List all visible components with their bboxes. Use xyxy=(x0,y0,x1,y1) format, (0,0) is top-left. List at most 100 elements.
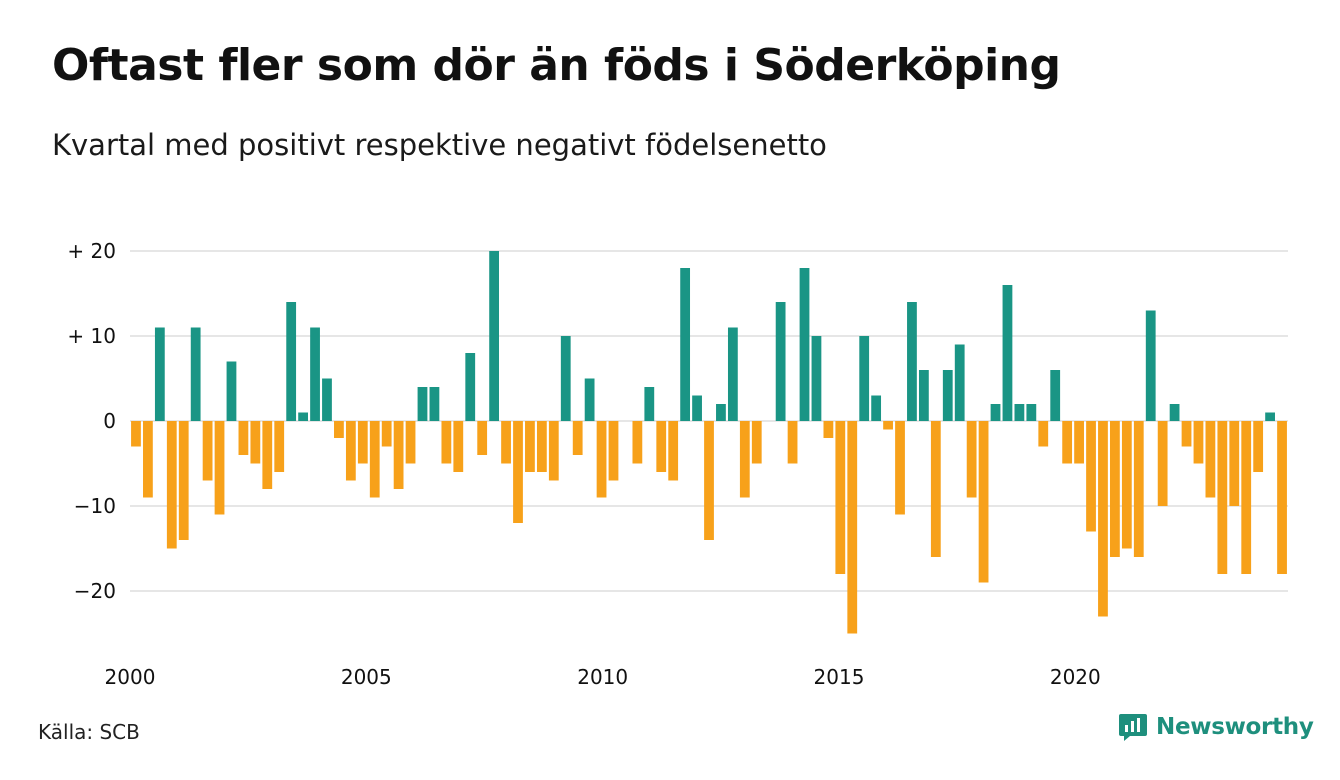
bar xyxy=(1002,285,1013,421)
bar xyxy=(1205,421,1216,498)
bar xyxy=(1277,421,1287,574)
bar xyxy=(692,395,702,421)
bar xyxy=(966,421,977,498)
bar xyxy=(990,404,1001,421)
bar xyxy=(656,421,667,472)
bar xyxy=(429,387,440,421)
brand-name: Newsworthy xyxy=(1156,714,1314,740)
bar xyxy=(465,353,476,421)
bars xyxy=(131,251,1287,634)
bar xyxy=(739,421,750,498)
bar xyxy=(441,421,452,464)
bar xyxy=(166,421,177,549)
bar xyxy=(1014,404,1025,421)
bar xyxy=(895,421,905,515)
bar xyxy=(787,421,798,464)
bar xyxy=(716,404,726,421)
y-axis-ticks: + 20 + 10 0 −10 −20 xyxy=(67,239,116,603)
bar xyxy=(608,421,619,481)
bar xyxy=(1050,370,1061,421)
bar xyxy=(823,421,834,438)
bar xyxy=(525,421,535,472)
y-tick-label: −10 xyxy=(74,494,116,518)
bar xyxy=(978,421,989,583)
bar xyxy=(1241,421,1252,574)
bar xyxy=(369,421,380,498)
bar xyxy=(1086,421,1096,532)
bar xyxy=(871,395,882,421)
x-tick-label: 2000 xyxy=(105,665,156,689)
y-tick-label: −20 xyxy=(74,579,116,603)
bar xyxy=(632,421,643,464)
bar xyxy=(1229,421,1240,506)
bar xyxy=(393,421,404,489)
y-tick-label: + 10 xyxy=(67,324,116,348)
bar xyxy=(190,327,201,421)
bar xyxy=(1169,404,1180,421)
bar xyxy=(560,336,571,421)
bar xyxy=(453,421,464,472)
bar xyxy=(1265,412,1275,421)
bar xyxy=(274,421,285,472)
bar xyxy=(536,421,547,472)
bar xyxy=(1193,421,1204,464)
bar xyxy=(847,421,858,634)
bar xyxy=(859,336,870,421)
bar xyxy=(154,327,165,421)
y-tick-label: + 20 xyxy=(67,239,116,263)
bar xyxy=(907,302,917,421)
bar xyxy=(298,412,308,421)
x-tick-label: 2015 xyxy=(814,665,865,689)
bar xyxy=(238,421,249,455)
bar xyxy=(489,251,500,421)
bar xyxy=(572,421,583,455)
bar xyxy=(1110,421,1120,557)
bar xyxy=(1121,421,1132,549)
bar xyxy=(1217,421,1228,574)
source-note: Källa: SCB xyxy=(38,720,140,744)
x-axis-ticks: 2000 2005 2010 2015 2020 xyxy=(105,665,1101,689)
chart-title: Oftast fler som dör än föds i Söderköpin… xyxy=(52,40,1061,91)
bar xyxy=(918,370,929,421)
bar xyxy=(668,421,679,481)
bar xyxy=(310,327,320,421)
bar xyxy=(381,421,392,447)
x-tick-label: 2010 xyxy=(577,665,628,689)
bar xyxy=(178,421,189,540)
bar xyxy=(548,421,559,481)
bar xyxy=(883,421,893,430)
newsworthy-logo-icon xyxy=(1119,714,1147,741)
bar xyxy=(286,302,297,421)
bar xyxy=(1026,404,1037,421)
bar xyxy=(596,421,607,498)
bar xyxy=(1181,421,1192,447)
brand-logo[interactable]: Newsworthy xyxy=(1118,712,1314,742)
bar xyxy=(477,421,488,455)
bar xyxy=(751,421,762,464)
bar xyxy=(417,387,428,421)
bar xyxy=(513,421,523,523)
x-tick-label: 2005 xyxy=(341,665,392,689)
bar xyxy=(930,421,941,557)
bar xyxy=(775,302,786,421)
bar xyxy=(942,370,953,421)
bar xyxy=(226,361,237,421)
bar xyxy=(501,421,511,464)
bar xyxy=(584,378,595,421)
bar xyxy=(954,344,965,421)
bar xyxy=(143,421,153,498)
bar xyxy=(202,421,213,481)
bar xyxy=(322,378,332,421)
bar xyxy=(1038,421,1049,447)
bar xyxy=(644,387,655,421)
bar xyxy=(835,421,846,574)
bar xyxy=(250,421,261,464)
bar xyxy=(1157,421,1168,506)
bar xyxy=(727,327,738,421)
bar xyxy=(357,421,368,464)
bar xyxy=(1145,310,1156,421)
bar xyxy=(262,421,273,489)
bar xyxy=(345,421,356,481)
bar xyxy=(704,421,714,540)
bar xyxy=(1253,421,1264,472)
